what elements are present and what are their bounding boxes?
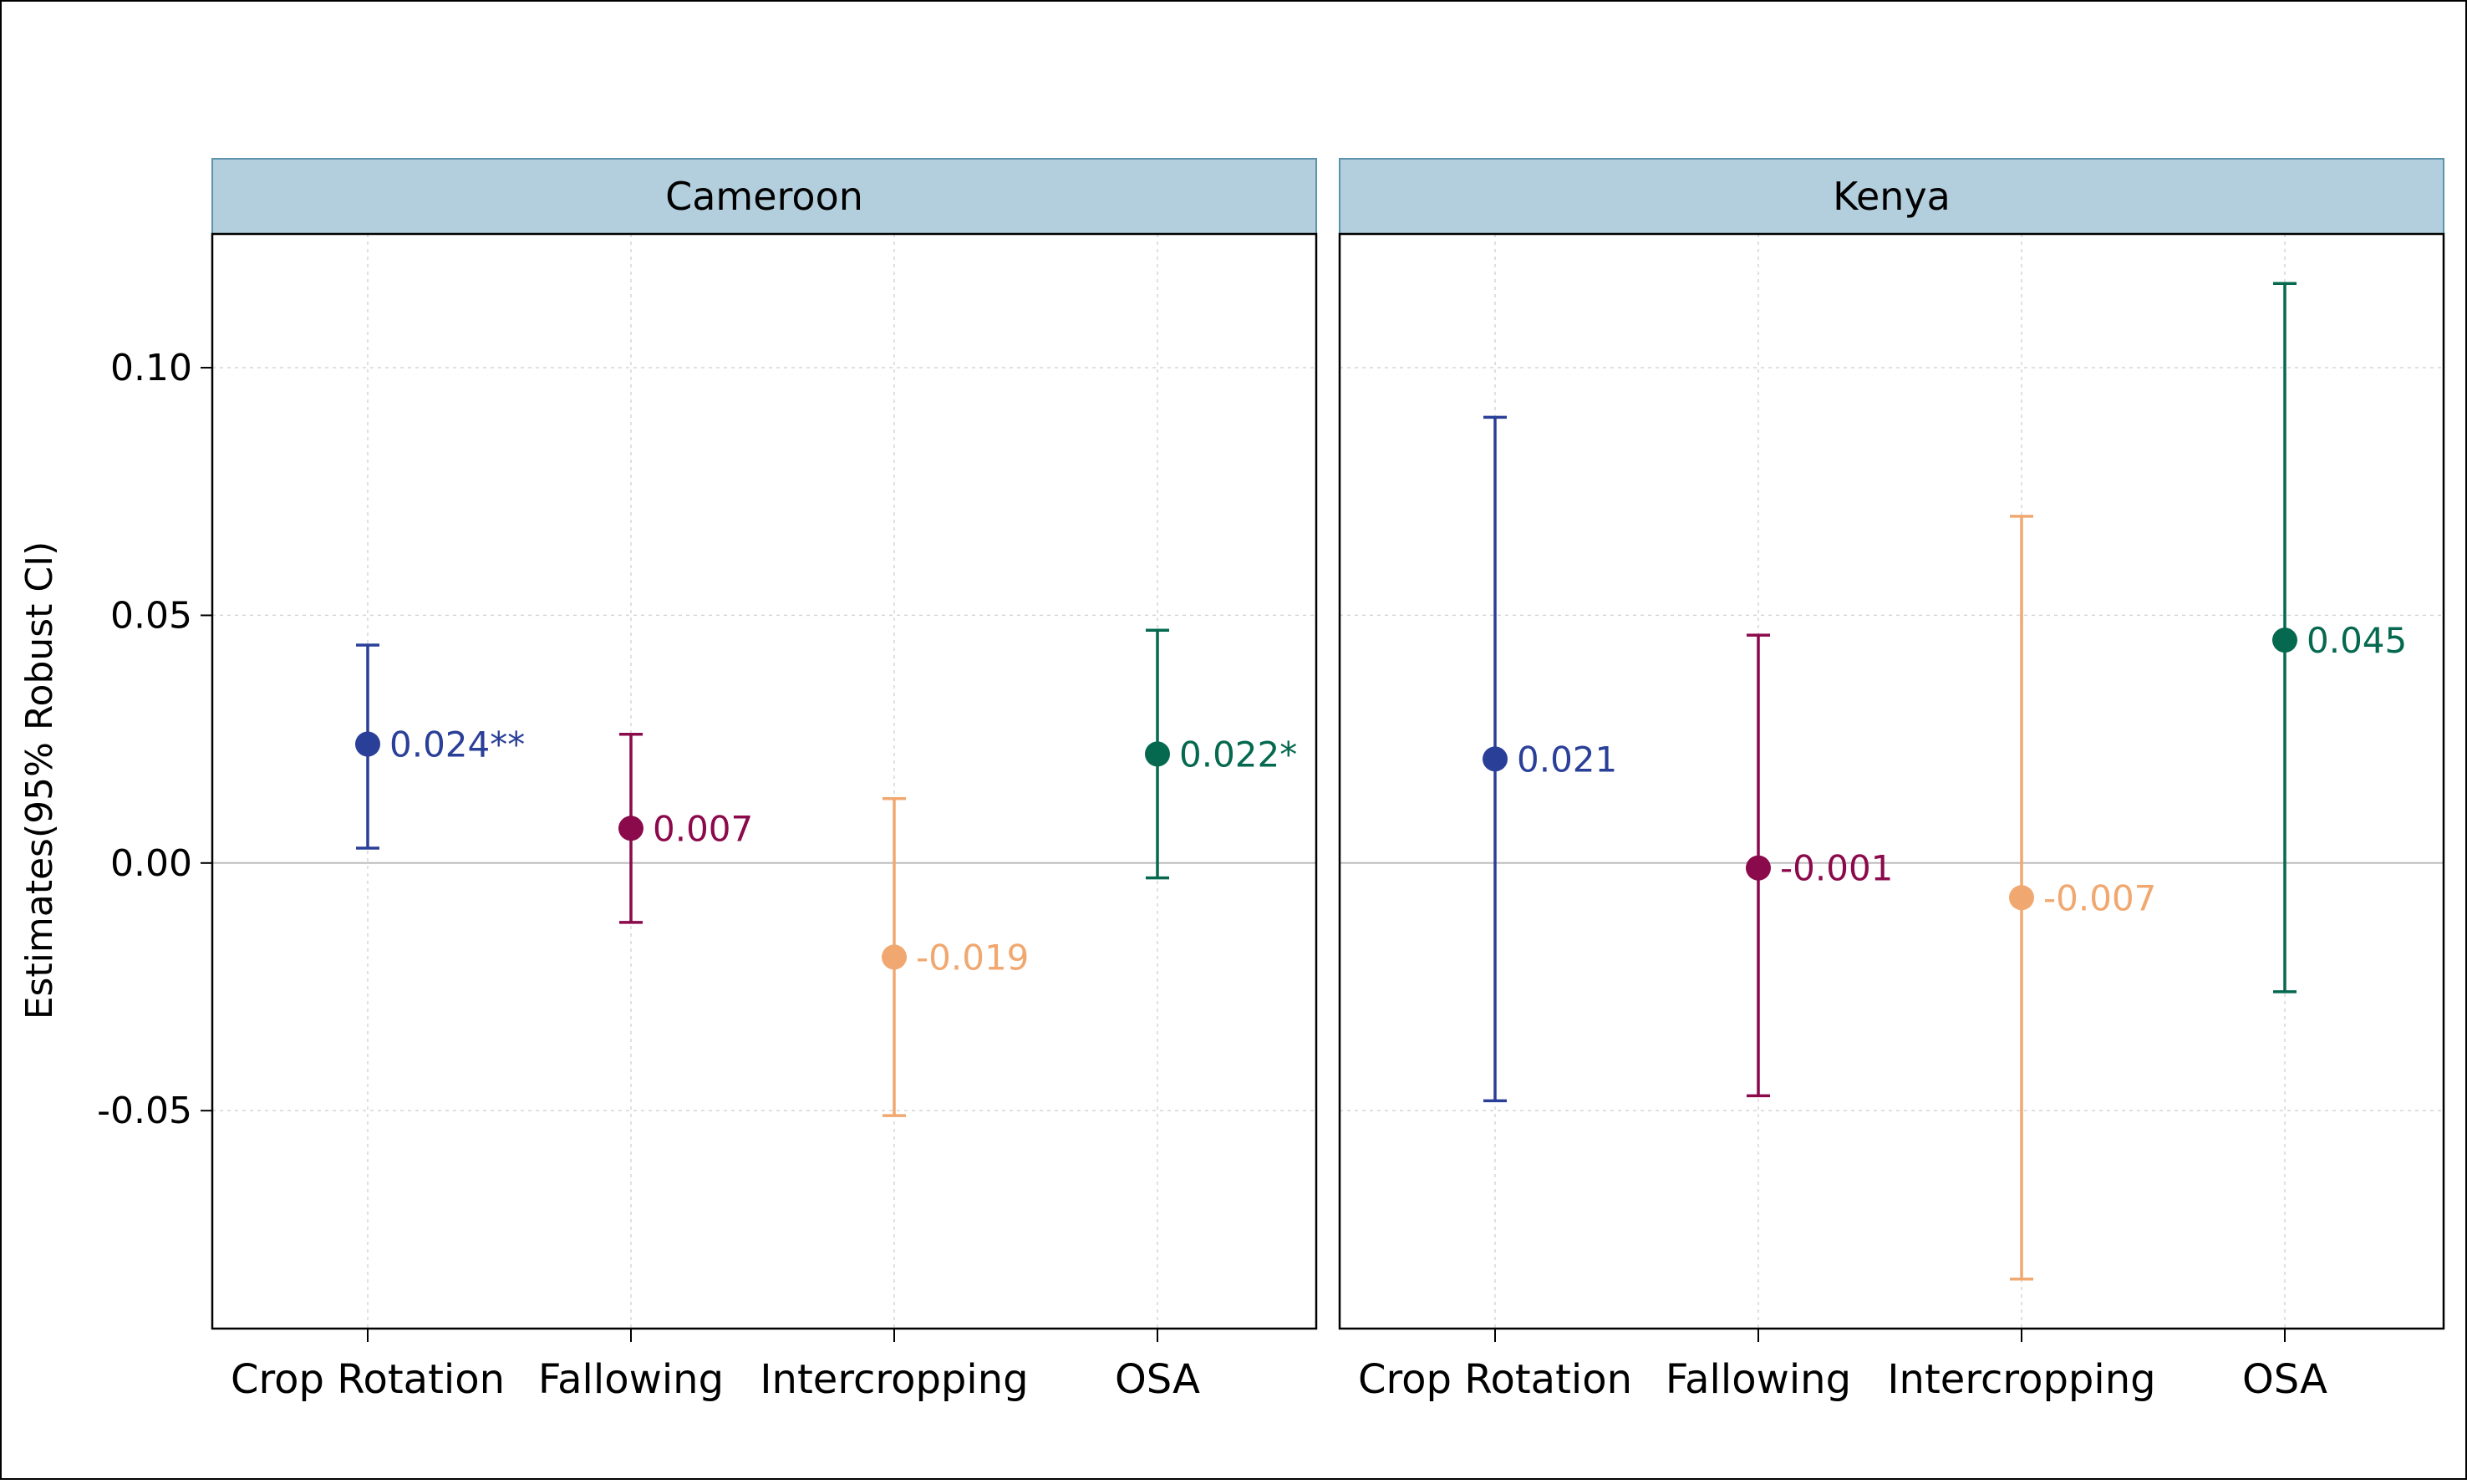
panel-frame xyxy=(211,232,1318,1330)
data-label: 0.024** xyxy=(389,724,525,765)
panel-title-cameroon: Cameroon xyxy=(665,174,863,219)
x-tick-label-crop-rotation: Crop Rotation xyxy=(231,1356,505,1403)
point-estimate xyxy=(1483,746,1508,772)
point-group-cameroon-crop-rotation: 0.024** xyxy=(355,643,525,850)
y-tick-label: 0.00 xyxy=(110,842,192,885)
panel-frame xyxy=(1338,232,2445,1330)
data-label: -0.019 xyxy=(916,937,1029,978)
y-tick-label: 0.10 xyxy=(110,347,192,389)
x-tick-label-fallowing: Fallowing xyxy=(1666,1356,1851,1403)
panel-title-kenya: Kenya xyxy=(1833,174,1951,219)
panel-kenya: Kenya Crop Rotation Fallowing Intercropping… xyxy=(1338,158,2445,1403)
point-group-cameroon-intercropping: -0.019 xyxy=(882,796,1029,1117)
point-group-kenya-intercropping: -0.007 xyxy=(2009,515,2156,1281)
x-tick-label-fallowing: Fallowing xyxy=(538,1356,724,1403)
x-tick-label-osa: OSA xyxy=(2242,1356,2327,1403)
x-tick-label-osa: OSA xyxy=(1115,1356,1200,1403)
y-tick-label: -0.05 xyxy=(97,1090,192,1132)
x-tick-label-intercropping: Intercropping xyxy=(760,1356,1028,1403)
point-group-kenya-fallowing: -0.001 xyxy=(1746,633,1893,1098)
point-group-cameroon-fallowing: 0.007 xyxy=(618,732,753,924)
x-tick-label-crop-rotation: Crop Rotation xyxy=(1358,1356,1632,1403)
data-label: 0.045 xyxy=(2307,620,2407,661)
point-estimate xyxy=(355,731,380,757)
data-label: -0.007 xyxy=(2043,877,2156,918)
point-estimate xyxy=(1746,855,1771,881)
y-axis-label: Estimates(95% Robust CI) xyxy=(18,541,61,1020)
point-estimate xyxy=(2272,628,2297,653)
data-label: -0.001 xyxy=(1780,848,1893,889)
point-group-kenya-osa: 0.045 xyxy=(2272,282,2407,994)
x-tick-label-intercropping: Intercropping xyxy=(1887,1356,2155,1403)
data-label: 0.022* xyxy=(1179,734,1297,775)
point-estimate xyxy=(882,944,907,970)
point-estimate xyxy=(618,816,643,841)
panel-cameroon: Cameroon Crop Rotation Fallowing Intercropp… xyxy=(211,158,1318,1403)
point-estimate xyxy=(2009,885,2034,911)
point-group-cameroon-osa: 0.022* xyxy=(1145,628,1297,880)
panel-strip xyxy=(1339,158,2444,235)
data-label: 0.021 xyxy=(1517,739,1617,780)
point-group-kenya-crop-rotation: 0.021 xyxy=(1483,415,1617,1103)
y-tick-label: 0.05 xyxy=(110,594,192,637)
data-label: 0.007 xyxy=(653,808,753,849)
point-estimate xyxy=(1145,741,1170,767)
